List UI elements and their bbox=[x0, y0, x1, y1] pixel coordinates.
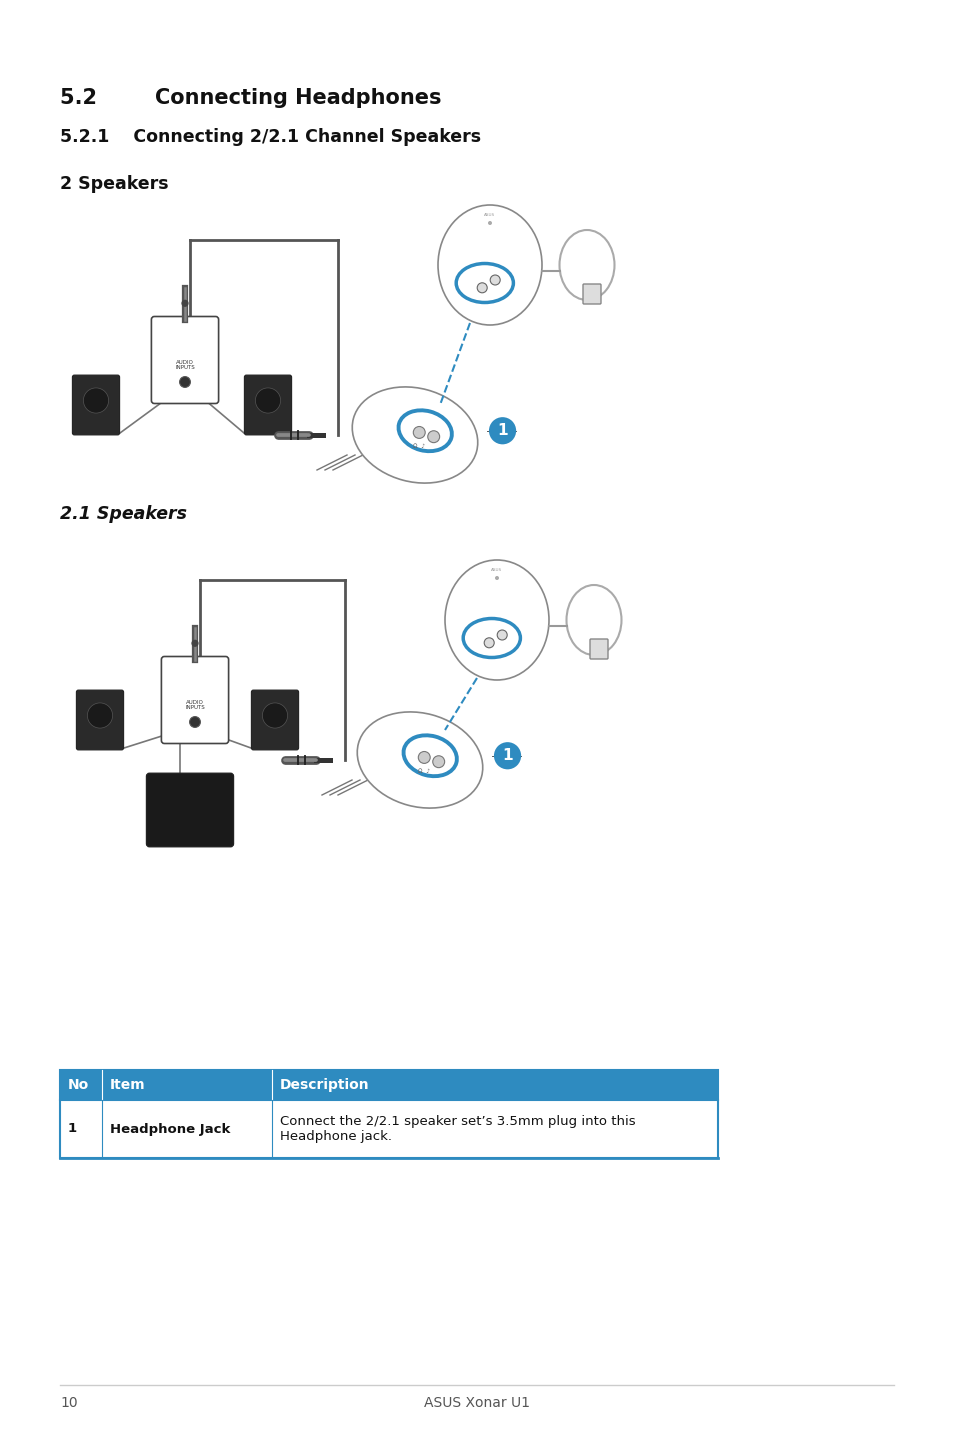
Circle shape bbox=[417, 752, 430, 764]
FancyBboxPatch shape bbox=[60, 1070, 718, 1100]
FancyBboxPatch shape bbox=[252, 690, 298, 749]
Text: 5.2        Connecting Headphones: 5.2 Connecting Headphones bbox=[60, 88, 441, 108]
Text: 1: 1 bbox=[497, 423, 507, 439]
Text: No: No bbox=[68, 1078, 90, 1091]
Circle shape bbox=[433, 756, 444, 768]
Ellipse shape bbox=[437, 206, 541, 325]
Text: ASUS: ASUS bbox=[491, 568, 502, 572]
Ellipse shape bbox=[352, 387, 477, 483]
Circle shape bbox=[179, 377, 191, 387]
Text: Item: Item bbox=[110, 1078, 146, 1091]
Circle shape bbox=[495, 577, 498, 580]
Text: ASUS: ASUS bbox=[484, 213, 495, 217]
Ellipse shape bbox=[356, 712, 482, 808]
Circle shape bbox=[181, 299, 189, 306]
Circle shape bbox=[484, 638, 494, 647]
Circle shape bbox=[192, 640, 198, 647]
FancyBboxPatch shape bbox=[147, 774, 233, 847]
FancyBboxPatch shape bbox=[589, 638, 607, 659]
Text: Ω  ♪: Ω ♪ bbox=[413, 444, 425, 450]
Circle shape bbox=[413, 427, 425, 439]
FancyBboxPatch shape bbox=[152, 316, 218, 404]
FancyBboxPatch shape bbox=[161, 657, 229, 743]
Text: AUDIO
INPUTS: AUDIO INPUTS bbox=[175, 360, 194, 371]
Text: 2.1 Speakers: 2.1 Speakers bbox=[60, 505, 187, 523]
FancyBboxPatch shape bbox=[244, 375, 292, 434]
Circle shape bbox=[490, 275, 499, 285]
Circle shape bbox=[497, 630, 507, 640]
Circle shape bbox=[83, 388, 109, 413]
Circle shape bbox=[88, 703, 112, 728]
Circle shape bbox=[488, 221, 492, 224]
Text: AUDIO
INPUTS: AUDIO INPUTS bbox=[185, 700, 205, 710]
Circle shape bbox=[476, 283, 487, 293]
Circle shape bbox=[489, 417, 516, 444]
Circle shape bbox=[255, 388, 280, 413]
FancyBboxPatch shape bbox=[76, 690, 124, 749]
Text: Description: Description bbox=[280, 1078, 369, 1091]
Text: 1: 1 bbox=[501, 748, 513, 764]
Text: 10: 10 bbox=[60, 1396, 77, 1411]
Ellipse shape bbox=[444, 559, 548, 680]
Circle shape bbox=[262, 703, 287, 728]
Text: ASUS Xonar U1: ASUS Xonar U1 bbox=[423, 1396, 530, 1411]
FancyBboxPatch shape bbox=[60, 1100, 718, 1158]
FancyBboxPatch shape bbox=[72, 375, 119, 434]
Text: 1: 1 bbox=[68, 1123, 77, 1136]
Circle shape bbox=[427, 431, 439, 443]
Text: Ω  ♪: Ω ♪ bbox=[417, 769, 430, 775]
Text: Connect the 2/2.1 speaker set’s 3.5mm plug into this
Headphone jack.: Connect the 2/2.1 speaker set’s 3.5mm pl… bbox=[280, 1114, 635, 1143]
Text: 2 Speakers: 2 Speakers bbox=[60, 175, 169, 193]
Text: Headphone Jack: Headphone Jack bbox=[110, 1123, 230, 1136]
Circle shape bbox=[190, 716, 200, 728]
FancyBboxPatch shape bbox=[582, 283, 600, 303]
Text: 5.2.1    Connecting 2/2.1 Channel Speakers: 5.2.1 Connecting 2/2.1 Channel Speakers bbox=[60, 128, 480, 147]
Circle shape bbox=[494, 742, 520, 769]
